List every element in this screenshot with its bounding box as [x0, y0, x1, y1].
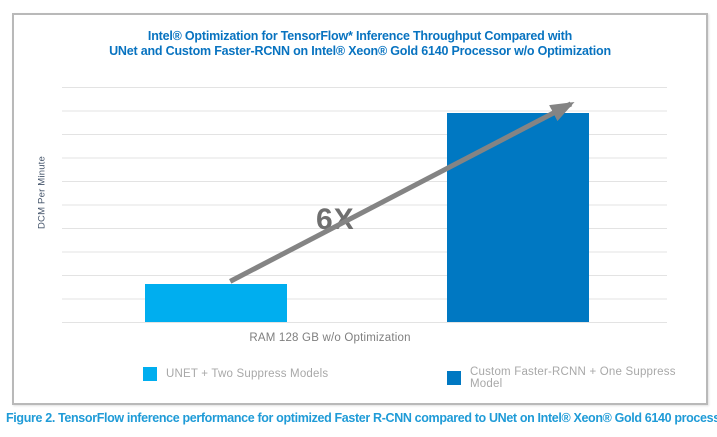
legend-label-faster-rcnn: Custom Faster-RCNN + One Suppress Model: [470, 366, 676, 390]
plot-area: 6X RAM 128 GB w/o Optimization: [62, 87, 667, 344]
chart-title-line1: Intel® Optimization for TensorFlow* Infe…: [147, 29, 573, 43]
legend-label-unet: UNET + Two Suppress Models: [166, 368, 329, 380]
legend-swatch-faster-rcnn: [447, 371, 461, 385]
figure-caption: Figure 2. TensorFlow inference performan…: [6, 411, 717, 425]
chart-title: Intel® Optimization for TensorFlow* Infe…: [14, 29, 706, 59]
legend-item-unet: UNET + Two Suppress Models: [143, 367, 328, 381]
y-axis-label: DCM Per Minute: [36, 156, 48, 230]
growth-arrow-icon: [229, 101, 575, 284]
legend-item-faster-rcnn: Custom Faster-RCNN + One Suppress Model: [447, 366, 706, 390]
bar-unet: [145, 284, 287, 322]
chart-panel: Intel® Optimization for TensorFlow* Infe…: [12, 13, 708, 405]
legend-swatch-unet: [143, 367, 157, 381]
bar-faster-rcnn: [447, 112, 589, 322]
x-axis-label: RAM 128 GB w/o Optimization: [249, 332, 411, 344]
chart-title-line2: UNet and Custom Faster-RCNN on Intel® Xe…: [109, 44, 611, 58]
